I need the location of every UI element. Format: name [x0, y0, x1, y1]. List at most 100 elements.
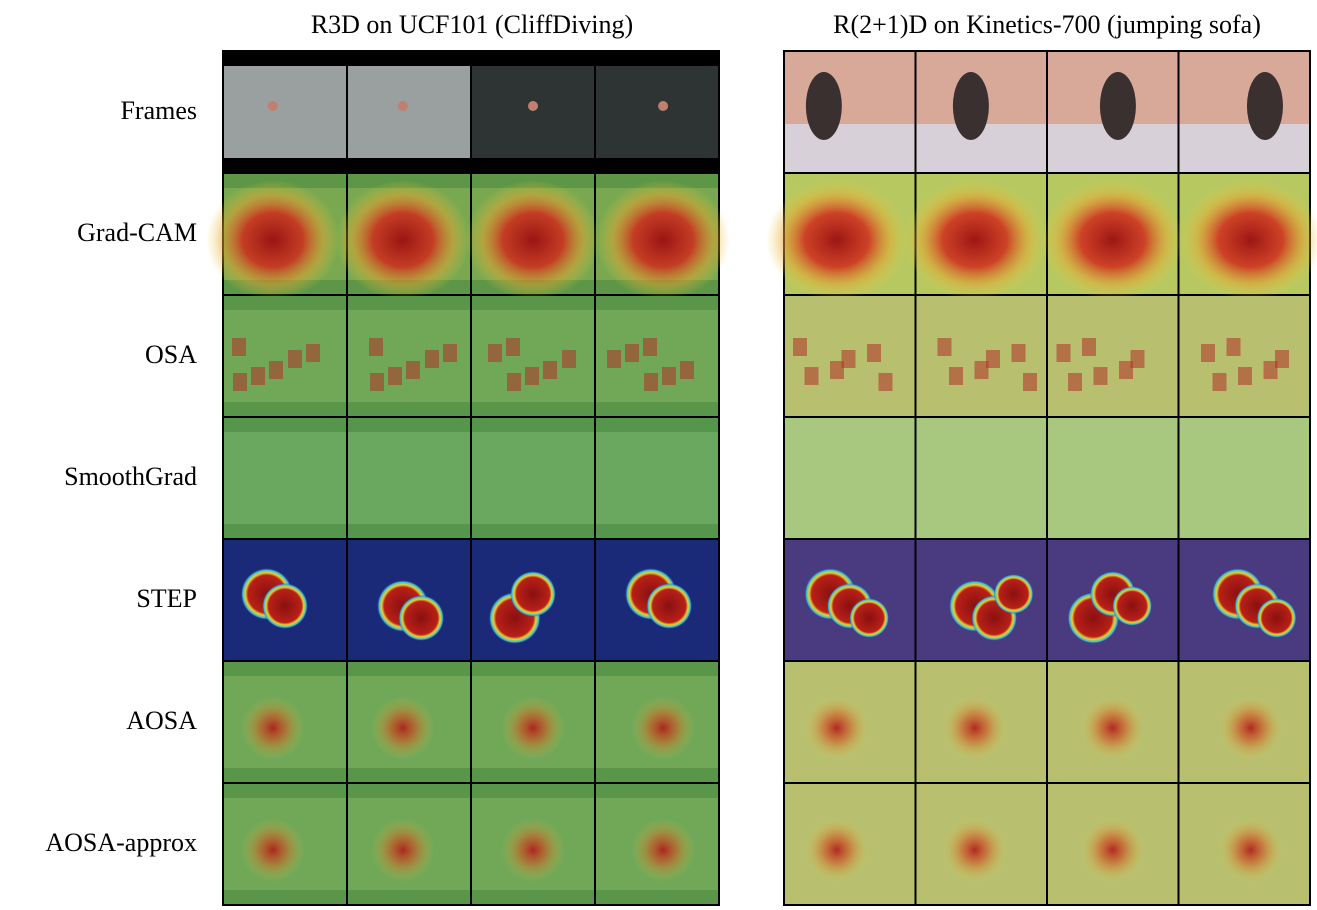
frame-cell: [917, 418, 1047, 538]
heat-spot: [943, 818, 1007, 882]
heat-spot: [241, 696, 305, 760]
heat-patch: [805, 367, 819, 385]
heat-patch: [488, 344, 502, 362]
frame-cell: [348, 418, 470, 538]
letterbox: [596, 52, 718, 66]
letterbox: [348, 158, 470, 172]
heat-spot: [631, 818, 695, 882]
heat-patch: [1068, 373, 1082, 391]
heat-patch: [233, 373, 247, 391]
scene-diver: [268, 101, 278, 111]
heat-blob: [398, 595, 444, 641]
frame-cell: [596, 418, 718, 538]
heat-patch: [1082, 338, 1096, 356]
heat: [1180, 180, 1317, 300]
frame-cell: [224, 52, 346, 172]
scene-diver: [528, 101, 538, 111]
heat-patch: [525, 367, 539, 385]
heat-spot: [371, 818, 435, 882]
scene-diver: [398, 101, 408, 111]
heat-patch: [1094, 367, 1108, 385]
letterbox: [472, 662, 594, 676]
letterbox: [472, 402, 594, 416]
letterbox: [224, 662, 346, 676]
heat-spot: [1081, 696, 1145, 760]
letterbox: [224, 890, 346, 904]
column-title: R(2+1)D on Kinetics-700 (jumping sofa): [833, 10, 1261, 39]
heat-patch: [644, 373, 658, 391]
letterbox: [472, 158, 594, 172]
heat-patch: [1275, 350, 1289, 368]
row-label: Grad-CAM: [77, 218, 197, 247]
heat-patch: [867, 344, 881, 362]
heat-patch: [443, 344, 457, 362]
heat-patch: [1201, 344, 1215, 362]
letterbox: [596, 890, 718, 904]
row-label: Frames: [120, 96, 197, 125]
heat-patch: [1012, 344, 1026, 362]
heat-blob: [646, 583, 692, 629]
heat-spot: [241, 818, 305, 882]
heat-spot: [1081, 818, 1145, 882]
heat-spot: [943, 696, 1007, 760]
letterbox: [472, 418, 594, 432]
heat-spot: [1219, 696, 1283, 760]
frame-cell: [472, 52, 594, 172]
scene-person: [1247, 72, 1283, 140]
letterbox: [472, 890, 594, 904]
frame-cell: [1180, 296, 1310, 416]
letterbox: [348, 402, 470, 416]
heat-spot: [1219, 818, 1283, 882]
heat-patch: [879, 373, 893, 391]
heat-patch: [842, 350, 856, 368]
heat: [206, 180, 340, 300]
heat-patch: [1131, 350, 1145, 368]
scene-bed: [785, 124, 915, 172]
heat-patch: [938, 338, 952, 356]
figure: R3D on UCF101 (CliffDiving) R(2+1)D on K…: [0, 0, 1317, 910]
heat: [766, 180, 908, 300]
letterbox: [472, 524, 594, 538]
heat-spot: [805, 696, 869, 760]
page: R3D on UCF101 (CliffDiving) R(2+1)D on K…: [0, 0, 1317, 910]
heat-spot: [631, 696, 695, 760]
heat-blob: [1257, 598, 1297, 638]
heat-blob: [1112, 586, 1152, 626]
frame-cell: [472, 418, 594, 538]
frame-cell: [596, 52, 718, 172]
heat-patch: [625, 344, 639, 362]
letterbox: [348, 418, 470, 432]
heat-blob: [262, 583, 308, 629]
letterbox: [224, 418, 346, 432]
letterbox: [596, 418, 718, 432]
heat-patch: [1057, 344, 1071, 362]
row-label: AOSA: [126, 706, 197, 735]
heat-patch: [643, 338, 657, 356]
heat-blob: [510, 571, 556, 617]
heat-spot: [501, 818, 565, 882]
heat-patch: [388, 367, 402, 385]
heat-patch: [306, 344, 320, 362]
letterbox: [596, 402, 718, 416]
heat-patch: [369, 338, 383, 356]
scene-person: [1100, 72, 1136, 140]
heat-patch: [269, 361, 283, 379]
heat: [336, 180, 470, 300]
heat-patch: [662, 367, 676, 385]
heat-patch: [1238, 367, 1252, 385]
letterbox: [348, 662, 470, 676]
letterbox: [224, 158, 346, 172]
letterbox: [348, 890, 470, 904]
letterbox: [472, 768, 594, 782]
row-label: AOSA-approx: [45, 828, 197, 857]
letterbox: [224, 402, 346, 416]
letterbox: [224, 768, 346, 782]
letterbox: [224, 296, 346, 310]
heat-blob: [994, 574, 1034, 614]
letterbox: [472, 52, 594, 66]
letterbox: [596, 768, 718, 782]
scene-diver: [658, 101, 668, 111]
scene-person: [806, 72, 842, 140]
heat-patch: [1213, 373, 1227, 391]
heat-patch: [949, 367, 963, 385]
